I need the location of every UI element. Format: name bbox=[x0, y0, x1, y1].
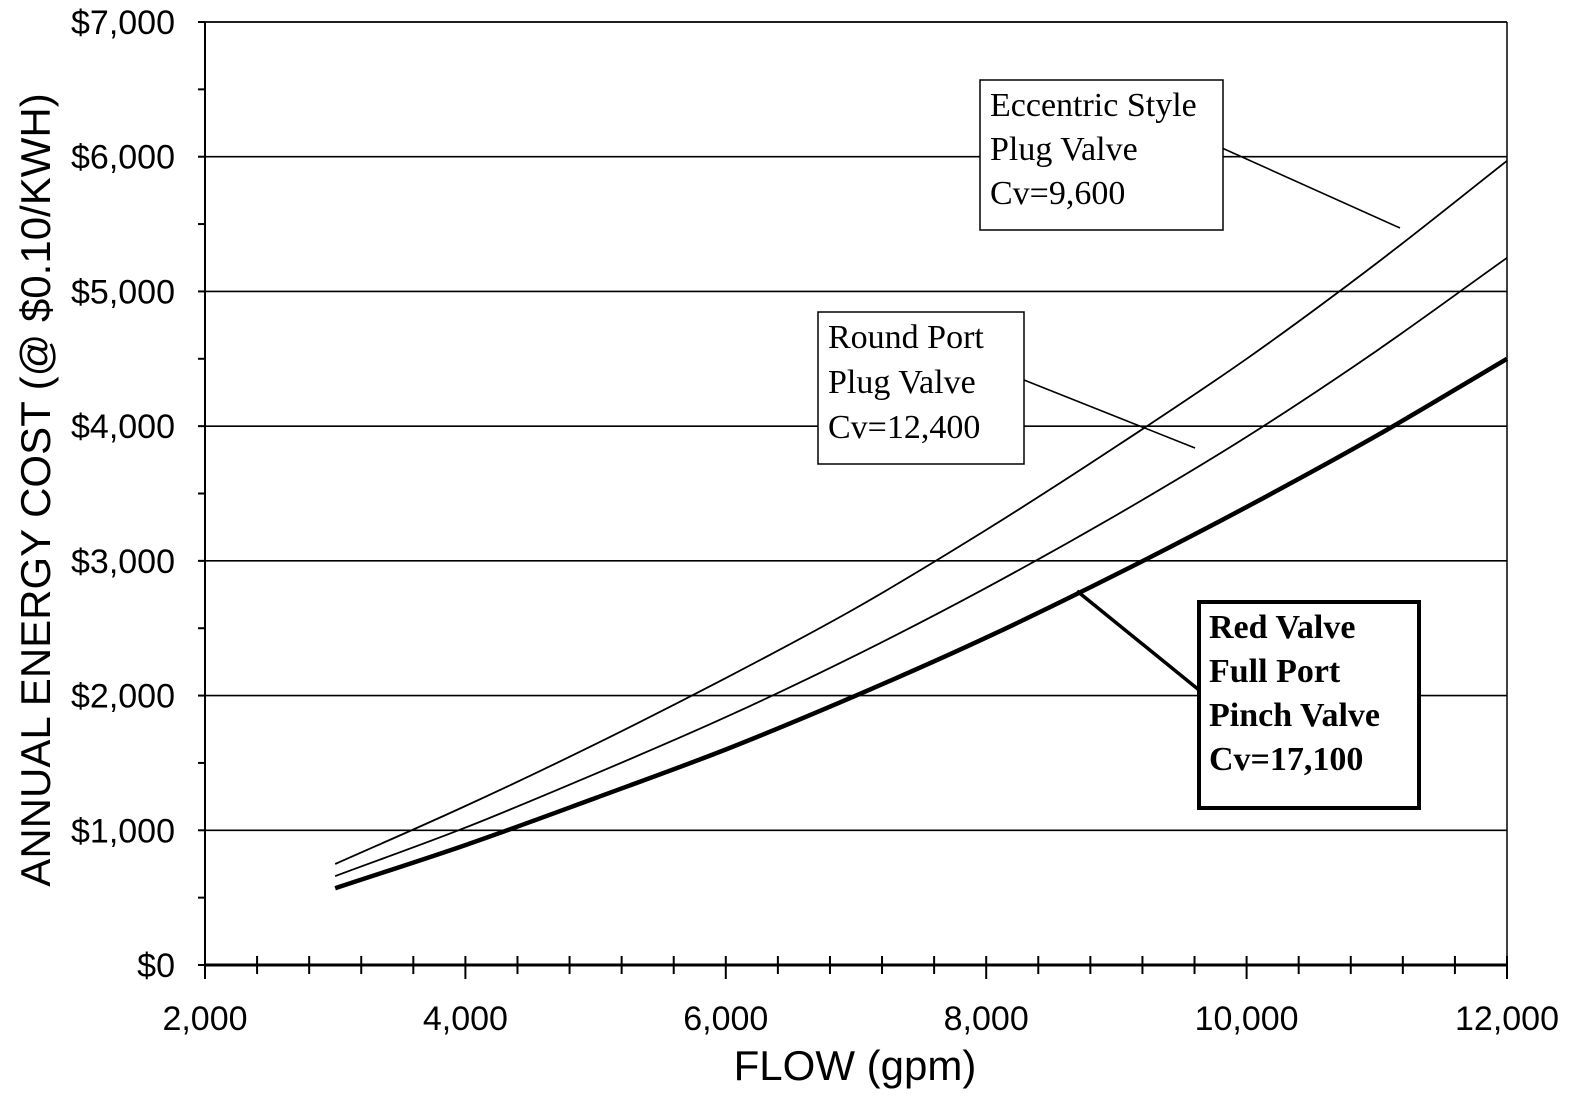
x-axis-title: FLOW (gpm) bbox=[734, 1042, 977, 1089]
series-line-redvalve bbox=[334, 356, 1509, 891]
annotation-redvalve: Red Valve Full Port Pinch Valve Cv=17,100 bbox=[1197, 600, 1421, 810]
x-tick-label: 8,000 bbox=[944, 1000, 1029, 1038]
annotation-eccentric: Eccentric Style Plug Valve Cv=9,600 bbox=[979, 79, 1224, 231]
annotation-text: Plug Valve bbox=[990, 131, 1138, 168]
x-tick-label: 10,000 bbox=[1195, 1000, 1299, 1038]
annotation-text: Cv=12,400 bbox=[828, 409, 980, 446]
y-tick-label: $1,000 bbox=[71, 812, 175, 850]
annotation-box bbox=[1197, 600, 1421, 810]
annotation-text: Pinch Valve bbox=[1209, 697, 1380, 734]
annotation-text: Plug Valve bbox=[828, 364, 976, 401]
x-tick-label: 12,000 bbox=[1455, 1000, 1559, 1038]
x-tick-label: 2,000 bbox=[162, 1000, 247, 1038]
annotation-box bbox=[979, 79, 1224, 231]
x-tick-label: 6,000 bbox=[683, 1000, 768, 1038]
leader-line-eccentric bbox=[1221, 147, 1401, 229]
annotation-text: Cv=17,100 bbox=[1209, 741, 1363, 778]
annotations: Eccentric Style Plug Valve Cv=9,600 Round P… bbox=[817, 79, 1421, 810]
annotation-text: Round Port bbox=[828, 319, 984, 356]
annotation-text: Eccentric Style bbox=[990, 87, 1197, 124]
leader-line-redvalve bbox=[1075, 589, 1201, 692]
annotation-text: Red Valve bbox=[1209, 609, 1355, 646]
series-line-eccentric bbox=[334, 160, 1508, 865]
y-tick-label: $4,000 bbox=[71, 408, 175, 446]
y-tick-label: $6,000 bbox=[71, 139, 175, 177]
series-line-roundport bbox=[334, 257, 1508, 877]
y-tick-label: $2,000 bbox=[71, 678, 175, 716]
leader-line-roundport bbox=[1023, 379, 1196, 449]
tick-labels: $0 $1,000 $2,000 $3,000 $4,000 $5,000 $6,000 $7… bbox=[71, 4, 1559, 1038]
leader-lines bbox=[1023, 147, 1401, 692]
x-tick-label: 4,000 bbox=[423, 1000, 508, 1038]
y-axis-title: ANNUAL ENERGY COST (@ $0.10/KWH) bbox=[12, 93, 59, 886]
series-lines bbox=[334, 160, 1509, 891]
annotation-text: Full Port bbox=[1209, 653, 1341, 690]
annotation-box bbox=[817, 311, 1025, 465]
y-tick-label: $0 bbox=[137, 947, 175, 985]
y-tick-label: $3,000 bbox=[71, 543, 175, 581]
y-tick-label: $5,000 bbox=[71, 273, 175, 311]
annotation-roundport: Round Port Plug Valve Cv=12,400 bbox=[817, 311, 1025, 465]
axes bbox=[198, 21, 1508, 979]
annotation-text: Cv=9,600 bbox=[990, 175, 1125, 212]
y-tick-label: $7,000 bbox=[71, 4, 175, 42]
